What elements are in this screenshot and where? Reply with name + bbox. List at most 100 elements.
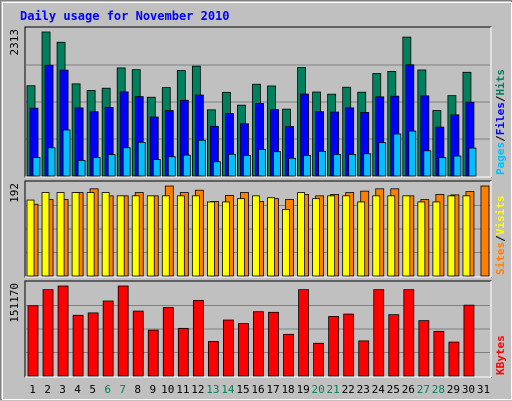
bar-visits-day-4 <box>71 192 80 277</box>
bar-visits-day-25 <box>387 195 396 277</box>
x-tick-day-13: 13 <box>206 383 219 396</box>
legend-entry-2: Visits <box>494 196 507 236</box>
legend-text: Pages/Files/Hits <box>494 69 507 175</box>
bar-pages-day-17 <box>273 151 281 177</box>
panel-visits-sites: 192 Sites/Visits <box>8 180 507 278</box>
x-tick-day-29: 29 <box>447 383 460 396</box>
legend-entry-3: / <box>494 95 507 102</box>
bar-kbytes-day-27 <box>418 320 430 377</box>
bar-kbytes-day-17 <box>268 311 279 377</box>
x-tick-day-25: 25 <box>387 383 400 396</box>
x-tick-day-15: 15 <box>236 383 249 396</box>
bar-visits-day-11 <box>176 195 185 277</box>
bar-kbytes-day-15 <box>238 323 249 377</box>
legend-entry-1: / <box>494 235 507 242</box>
bar-pages-day-11 <box>182 154 191 177</box>
bar-visits-day-13 <box>206 201 215 277</box>
x-tick-day-11: 11 <box>176 383 189 396</box>
bar-pages-day-12 <box>197 139 206 177</box>
x-tick-day-6: 6 <box>104 383 111 396</box>
x-tick-day-28: 28 <box>432 383 445 396</box>
bar-visits-day-30 <box>462 195 471 277</box>
legend-entry-1: / <box>494 135 507 142</box>
x-tick-day-18: 18 <box>281 383 294 396</box>
legend-hits-files-pages: Pages/Files/Hits <box>494 69 507 175</box>
x-tick-day-8: 8 <box>134 383 141 396</box>
bar-pages-day-4 <box>77 159 86 177</box>
bar-pages-day-24 <box>378 142 387 177</box>
bar-pages-day-5 <box>92 156 101 177</box>
panel-kbytes: 151170 KBytes <box>8 280 507 378</box>
x-tick-day-10: 10 <box>161 383 174 396</box>
legend-entry-4: Hits <box>494 69 507 96</box>
x-tick-day-14: 14 <box>221 383 235 396</box>
bar-kbytes-day-7 <box>117 285 129 377</box>
bar-kbytes-day-11 <box>177 327 189 377</box>
bar-kbytes-day-5 <box>87 312 99 377</box>
x-tick-day-22: 22 <box>342 383 355 396</box>
bar-pages-day-26 <box>408 130 417 177</box>
x-tick-day-26: 26 <box>402 383 415 396</box>
bar-pages-day-1 <box>32 157 41 177</box>
y-max-label: 2313 <box>8 29 21 56</box>
legend-text: Sites/Visits <box>494 196 507 276</box>
bar-kbytes-day-6 <box>102 300 114 377</box>
bar-pages-day-18 <box>288 157 296 177</box>
bar-pages-day-9 <box>152 159 161 177</box>
bar-kbytes-day-9 <box>147 329 159 377</box>
bar-visits-day-17 <box>267 197 275 277</box>
legend-entry-2: Files <box>494 102 507 135</box>
bar-visits-day-15 <box>237 198 245 277</box>
bar-kbytes-day-2 <box>42 289 54 377</box>
x-tick-day-31: 31 <box>477 383 490 396</box>
bar-visits-day-2 <box>41 192 50 277</box>
bar-pages-day-14 <box>228 153 236 177</box>
bar-pages-day-7 <box>122 147 131 177</box>
bar-pages-day-15 <box>243 154 251 177</box>
bar-kbytes-day-14 <box>223 319 234 377</box>
bar-visits-day-1 <box>26 199 35 277</box>
bar-visits-day-18 <box>282 209 290 277</box>
bar-visits-day-23 <box>357 201 366 277</box>
bar-kbytes-day-30 <box>463 304 475 377</box>
bar-visits-day-29 <box>447 195 456 277</box>
x-tick-day-27: 27 <box>417 383 430 396</box>
bar-pages-day-8 <box>137 141 146 177</box>
bar-visits-day-26 <box>402 195 411 277</box>
bar-pages-day-23 <box>363 153 372 177</box>
bar-visits-day-20 <box>312 198 321 277</box>
legend-entry-0: Sites <box>494 242 507 275</box>
bar-kbytes-day-12 <box>192 299 204 377</box>
bar-pages-day-28 <box>438 157 447 177</box>
bar-kbytes-day-20 <box>313 342 325 377</box>
bar-visits-day-16 <box>252 195 260 277</box>
bar-visits-day-22 <box>342 195 351 277</box>
x-tick-day-12: 12 <box>191 383 204 396</box>
legend-kbytes: KBytes <box>494 335 507 375</box>
x-tick-day-20: 20 <box>312 383 325 396</box>
legend-entry-0: Pages <box>494 142 507 175</box>
bar-kbytes-day-13 <box>207 341 219 377</box>
bar-visits-day-12 <box>191 195 200 277</box>
x-tick-day-2: 2 <box>44 383 51 396</box>
x-axis-day-labels: 1 2 3 4 5 6 7 8 9 10 11 12 13 14 15 16 17 18 19 20 21 22 23 24 2… <box>29 383 490 396</box>
bar-pages-day-10 <box>167 156 176 177</box>
bar-kbytes-day-3 <box>57 285 69 377</box>
bar-kbytes-day-19 <box>298 289 309 377</box>
bar-visits-day-27 <box>417 201 426 277</box>
bar-visits-day-14 <box>222 201 230 277</box>
x-tick-day-16: 16 <box>251 383 264 396</box>
bar-pages-day-16 <box>258 149 266 177</box>
bar-kbytes-day-23 <box>358 340 370 377</box>
bar-visits-day-7 <box>116 195 125 277</box>
bar-pages-day-3 <box>62 129 71 177</box>
bar-pages-day-20 <box>318 150 327 177</box>
bar-pages-day-29 <box>453 155 462 177</box>
chart-title: Daily usage for November 2010 <box>20 9 230 23</box>
bar-visits-day-19 <box>297 192 305 277</box>
bar-pages-day-25 <box>393 133 402 177</box>
y-max-label: 151170 <box>8 283 21 323</box>
bar-pages-day-19 <box>303 154 311 177</box>
x-tick-day-5: 5 <box>89 383 96 396</box>
